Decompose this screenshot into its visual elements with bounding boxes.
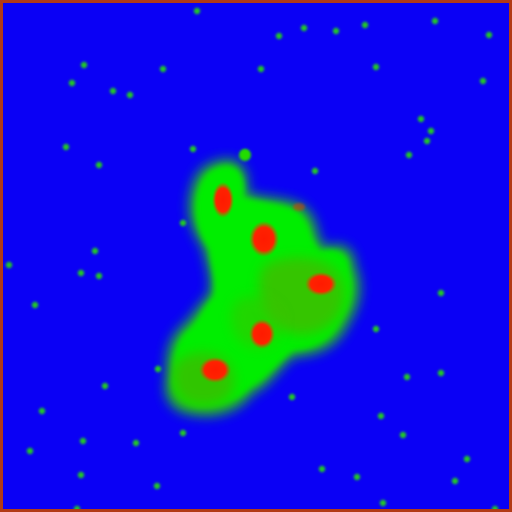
speckle bbox=[377, 412, 385, 420]
speckle bbox=[5, 261, 13, 269]
speckle bbox=[463, 455, 471, 463]
speckle bbox=[288, 393, 296, 401]
nuclei bbox=[199, 182, 337, 383]
speckle bbox=[26, 447, 34, 455]
speckle bbox=[353, 473, 361, 481]
cell-protrusion bbox=[239, 149, 251, 161]
speckle bbox=[437, 369, 445, 377]
speckle bbox=[109, 87, 117, 95]
speckle bbox=[153, 482, 161, 490]
speckle bbox=[193, 7, 201, 15]
speckle bbox=[79, 437, 87, 445]
speckle bbox=[126, 91, 134, 99]
speckle bbox=[300, 24, 308, 32]
speckle bbox=[159, 65, 167, 73]
speckle bbox=[372, 63, 380, 71]
speckle bbox=[62, 143, 70, 151]
speckle bbox=[491, 505, 499, 509]
nucleus bbox=[199, 357, 231, 383]
speckle bbox=[318, 465, 326, 473]
speckle bbox=[423, 137, 431, 145]
nucleus bbox=[305, 272, 337, 296]
speckle bbox=[77, 269, 85, 277]
speckle bbox=[379, 499, 387, 507]
speckle bbox=[80, 61, 88, 69]
speckle bbox=[95, 161, 103, 169]
speckle bbox=[68, 79, 76, 87]
micrograph bbox=[5, 7, 499, 509]
speckle bbox=[405, 151, 413, 159]
nucleus-faint bbox=[293, 203, 305, 211]
speckle bbox=[77, 471, 85, 479]
speckle bbox=[399, 431, 407, 439]
speckle bbox=[485, 31, 493, 39]
nucleus bbox=[249, 319, 275, 349]
speckle bbox=[427, 127, 435, 135]
speckle bbox=[417, 115, 425, 123]
speckle bbox=[101, 382, 109, 390]
cell-cluster bbox=[165, 149, 361, 417]
speckle bbox=[95, 272, 103, 280]
speckle bbox=[38, 407, 46, 415]
speckle bbox=[431, 17, 439, 25]
speckle bbox=[403, 373, 411, 381]
speckle bbox=[451, 477, 459, 485]
speckle bbox=[332, 27, 340, 35]
speckle bbox=[361, 21, 369, 29]
nucleus bbox=[212, 182, 234, 218]
speckle bbox=[73, 505, 81, 509]
speckle bbox=[189, 145, 197, 153]
speckle bbox=[372, 325, 380, 333]
speckle bbox=[437, 289, 445, 297]
speckle bbox=[479, 77, 487, 85]
speckle bbox=[179, 429, 187, 437]
speckle bbox=[154, 365, 162, 373]
speckle bbox=[31, 301, 39, 309]
speckle bbox=[257, 65, 265, 73]
speckle bbox=[275, 32, 283, 40]
speckle bbox=[311, 167, 319, 175]
speckle bbox=[91, 247, 99, 255]
speckle bbox=[132, 439, 140, 447]
speckle bbox=[179, 219, 187, 227]
nucleus bbox=[249, 221, 279, 257]
